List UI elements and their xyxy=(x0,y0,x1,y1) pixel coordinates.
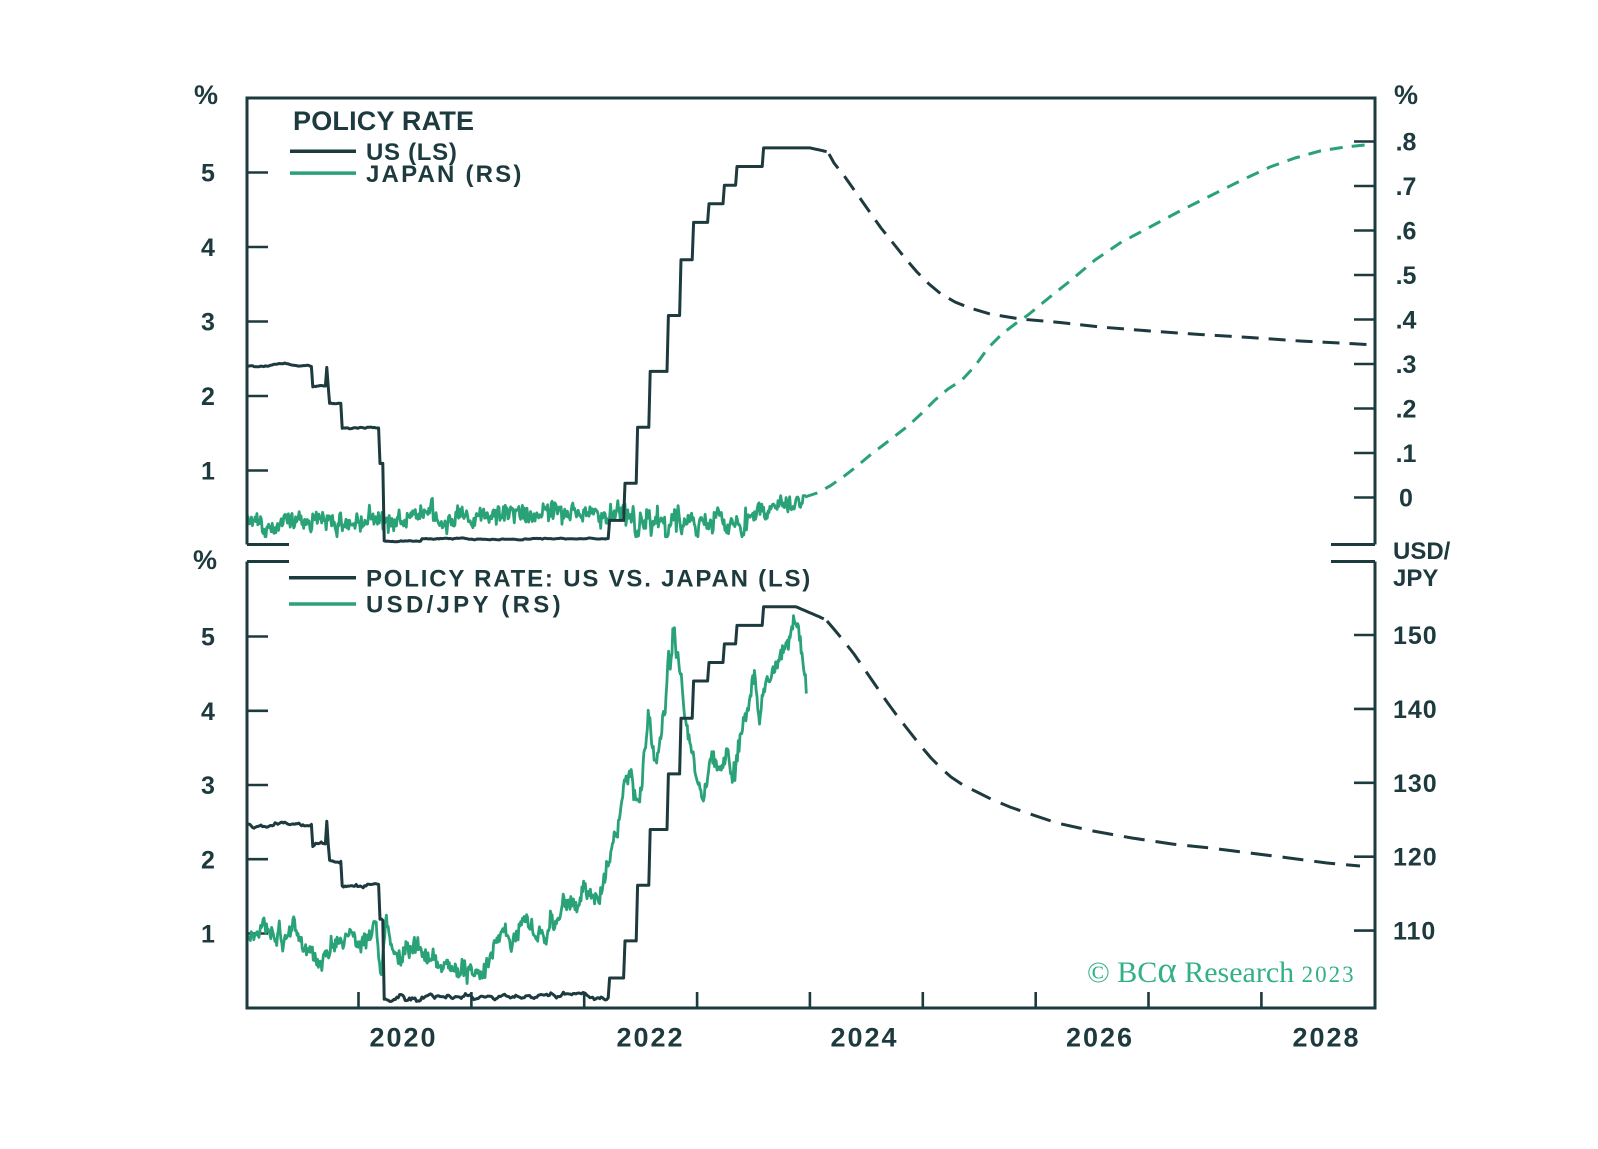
svg-text:POLICY RATE: POLICY RATE xyxy=(293,106,474,136)
svg-text:POLICY RATE: US VS. JAPAN (LS): POLICY RATE: US VS. JAPAN (LS) xyxy=(366,566,812,593)
svg-text:.7: .7 xyxy=(1396,173,1417,201)
svg-text:5: 5 xyxy=(201,624,215,652)
svg-text:5: 5 xyxy=(201,160,215,188)
svg-text:2028: 2028 xyxy=(1292,1023,1360,1053)
svg-text:USD/: USD/ xyxy=(1393,538,1451,565)
svg-text:USD/JPY (RS): USD/JPY (RS) xyxy=(366,592,564,619)
svg-text:1: 1 xyxy=(201,458,215,486)
svg-text:.3: .3 xyxy=(1396,351,1417,379)
svg-text:120: 120 xyxy=(1393,844,1438,872)
svg-text:US (LS): US (LS) xyxy=(366,139,458,166)
svg-text:150: 150 xyxy=(1393,622,1438,650)
svg-text:130: 130 xyxy=(1393,770,1438,798)
svg-text:4: 4 xyxy=(201,698,215,726)
svg-text:110: 110 xyxy=(1393,918,1436,946)
svg-text:%: % xyxy=(194,80,218,110)
svg-text:3: 3 xyxy=(201,309,215,337)
svg-text:140: 140 xyxy=(1393,696,1438,724)
svg-text:.6: .6 xyxy=(1396,218,1417,246)
svg-text:.5: .5 xyxy=(1396,262,1417,290)
svg-text:3: 3 xyxy=(201,772,215,800)
svg-text:4: 4 xyxy=(201,234,215,262)
svg-text:2022: 2022 xyxy=(616,1023,684,1053)
svg-text:2: 2 xyxy=(201,846,215,874)
svg-text:JAPAN (RS): JAPAN (RS) xyxy=(366,161,524,188)
svg-text:2024: 2024 xyxy=(830,1023,898,1053)
svg-text:.8: .8 xyxy=(1396,129,1417,157)
svg-text:0: 0 xyxy=(1399,485,1413,513)
svg-text:1: 1 xyxy=(201,921,215,949)
svg-text:JPY: JPY xyxy=(1393,565,1438,592)
svg-text:%: % xyxy=(193,545,217,575)
svg-text:.1: .1 xyxy=(1396,440,1417,468)
svg-text:.2: .2 xyxy=(1396,396,1417,424)
svg-text:%: % xyxy=(1394,80,1418,110)
svg-text:.4: .4 xyxy=(1396,307,1417,335)
svg-text:2: 2 xyxy=(201,383,215,411)
svg-text:2026: 2026 xyxy=(1066,1023,1134,1053)
svg-text:2020: 2020 xyxy=(369,1023,437,1053)
